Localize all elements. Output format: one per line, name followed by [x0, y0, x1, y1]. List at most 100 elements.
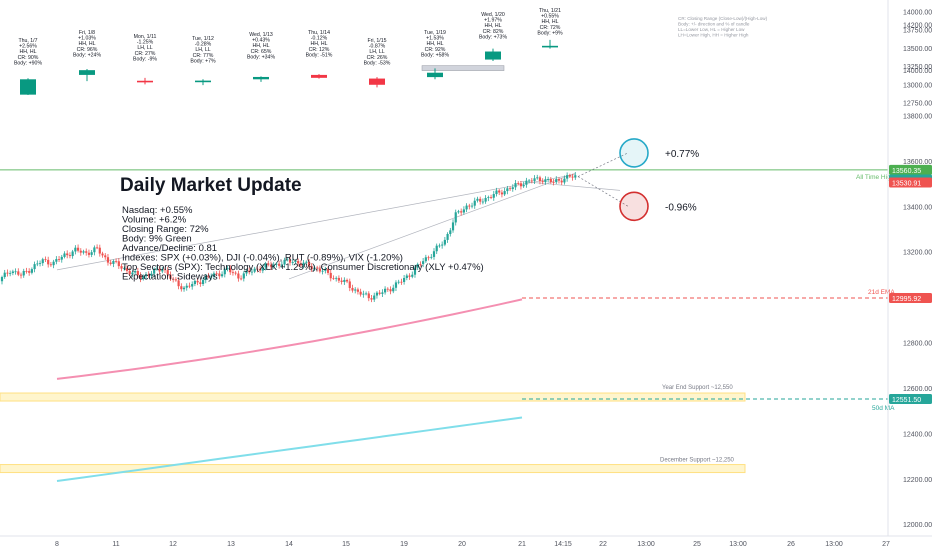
- daily-candle-annotation: HH, HL: [310, 41, 327, 47]
- intraday-candle-body: [343, 279, 346, 282]
- daily-candle-annotation: -0.87%: [369, 44, 386, 50]
- summary-line: Volume: +6.2%: [122, 215, 187, 226]
- y-tick-label: 12400.00: [903, 431, 932, 438]
- intraday-candle-body: [324, 268, 327, 271]
- daily-candle-annotation: Fri, 1/8: [79, 30, 95, 36]
- price-label-box: [889, 393, 932, 404]
- x-tick-label: 21: [518, 541, 526, 548]
- intraday-candle-body: [446, 233, 449, 240]
- intraday-candle-body: [506, 188, 509, 192]
- intraday-candle-body: [128, 270, 131, 275]
- intraday-candle-body: [66, 253, 69, 256]
- daily-candle-body: [195, 80, 211, 83]
- intraday-candle-body: [310, 266, 313, 270]
- intraday-candle-body: [481, 201, 485, 203]
- year-end-support-zone: [0, 392, 746, 402]
- intraday-candle-body: [242, 273, 245, 279]
- summary-text-block: Nasdaq: +0.55%Volume: +6.2%Closing Range…: [122, 205, 484, 283]
- intraday-candle-body: [405, 275, 408, 278]
- intraday-candle-body: [275, 263, 278, 265]
- intraday-candle-body: [479, 198, 482, 202]
- daily-candle-annotation: Body: +73%: [479, 34, 508, 40]
- intraday-candle-body: [321, 270, 324, 272]
- trend-line: [288, 173, 576, 280]
- trend-line: [56, 174, 576, 271]
- daily-candle-annotation: CR: 27%: [135, 51, 156, 57]
- intraday-candles: [0, 172, 577, 303]
- x-tick-label: 14:15: [554, 541, 572, 548]
- intraday-candle-body: [511, 187, 514, 189]
- intraday-candle-body: [294, 260, 297, 263]
- intraday-candle-body: [104, 255, 107, 258]
- daily-candle-annotation: Body: +24%: [73, 52, 102, 58]
- intraday-candle-body: [136, 271, 139, 276]
- intraday-candle-body: [430, 256, 433, 258]
- intraday-candle-body: [248, 270, 251, 273]
- intraday-candle-body: [76, 247, 80, 251]
- inset-y-tick-label: 13000.00: [903, 82, 932, 89]
- daily-candle-annotation: Tue, 1/12: [192, 36, 214, 42]
- intraday-candle-body: [63, 253, 66, 257]
- intraday-candle-body: [432, 251, 436, 257]
- intraday-candle-body: [131, 272, 134, 275]
- intraday-candle-body: [182, 287, 186, 290]
- intraday-candle-body: [389, 289, 392, 292]
- y-tick-label: 12600.00: [903, 386, 932, 393]
- intraday-candle-body: [163, 269, 167, 271]
- intraday-candle-body: [60, 256, 63, 260]
- intraday-candle-body: [487, 197, 490, 199]
- intraday-candle-body: [547, 179, 550, 180]
- x-tick-label: 27: [882, 541, 890, 548]
- y-tick-label: 13200.00: [903, 250, 932, 257]
- legend-note-line: LH=Lower High, HH = Higher High: [678, 33, 749, 38]
- daily-candle-annotation: Body: -51%: [306, 52, 333, 58]
- daily-candle-annotation: +2.56%: [19, 44, 37, 50]
- daily-candle-annotation: CR: 92%: [425, 47, 446, 53]
- moving-averages: [56, 298, 523, 483]
- daily-candle-body: [542, 45, 558, 48]
- daily-candle-annotation: HH, HL: [19, 49, 36, 55]
- x-axis[interactable]: 8 11 12 13 14 15 19 20 21 14:15 22 13:00 25 13:00 26 13…: [55, 541, 890, 548]
- intraday-candle-body: [196, 280, 199, 283]
- intraday-candle-body: [411, 274, 414, 277]
- intraday-candle-body: [549, 179, 552, 183]
- intraday-candle-body: [316, 267, 319, 269]
- intraday-candle-body: [150, 273, 153, 276]
- x-tick-label: 13:00: [729, 541, 747, 548]
- daily-candle-annotation: Body: -53%: [364, 60, 391, 66]
- x-tick-label: 8: [55, 541, 59, 548]
- intraday-candle-body: [367, 293, 370, 299]
- intraday-candle-body: [215, 273, 218, 275]
- x-tick-label: 12: [169, 541, 177, 548]
- intraday-candle-body: [14, 271, 17, 273]
- intraday-candle-body: [259, 269, 262, 271]
- daily-candle-annotation: Body: -9%: [133, 56, 157, 62]
- intraday-candle-body: [71, 251, 74, 257]
- intraday-candle-body: [264, 263, 267, 268]
- daily-candle-annotation: Wed, 1/13: [249, 32, 273, 38]
- intraday-candle-body: [340, 280, 343, 282]
- intraday-candle-body: [212, 273, 216, 277]
- x-tick-label: 13:00: [825, 541, 843, 548]
- intraday-candle-body: [191, 284, 194, 287]
- intraday-candle-body: [74, 247, 77, 252]
- ema21-curve: [56, 298, 523, 380]
- inset-y-tick-label: 13750.00: [903, 28, 932, 35]
- intraday-candle-body: [544, 179, 547, 183]
- daily-candle-annotation: Thu, 1/21: [539, 8, 561, 14]
- daily-candle-annotation: HH, HL: [426, 41, 443, 47]
- daily-candle-annotation: CR: 90%: [18, 55, 39, 61]
- intraday-candle-body: [101, 253, 104, 256]
- summary-line: Body: 9% Green: [122, 234, 192, 245]
- intraday-candle-body: [375, 292, 379, 296]
- projection-line-down: [577, 176, 629, 207]
- intraday-candle-body: [177, 280, 180, 287]
- intraday-candle-body: [188, 285, 191, 287]
- daily-candle-annotation: Thu, 1/14: [308, 30, 330, 36]
- intraday-candle-body: [498, 190, 501, 193]
- intraday-candle-body: [267, 263, 270, 265]
- intraday-candle-body: [169, 274, 172, 279]
- legend-note: CR: Closing Range (Close-Low)/(High-Low)…: [678, 16, 768, 38]
- intraday-candle-body: [117, 261, 120, 267]
